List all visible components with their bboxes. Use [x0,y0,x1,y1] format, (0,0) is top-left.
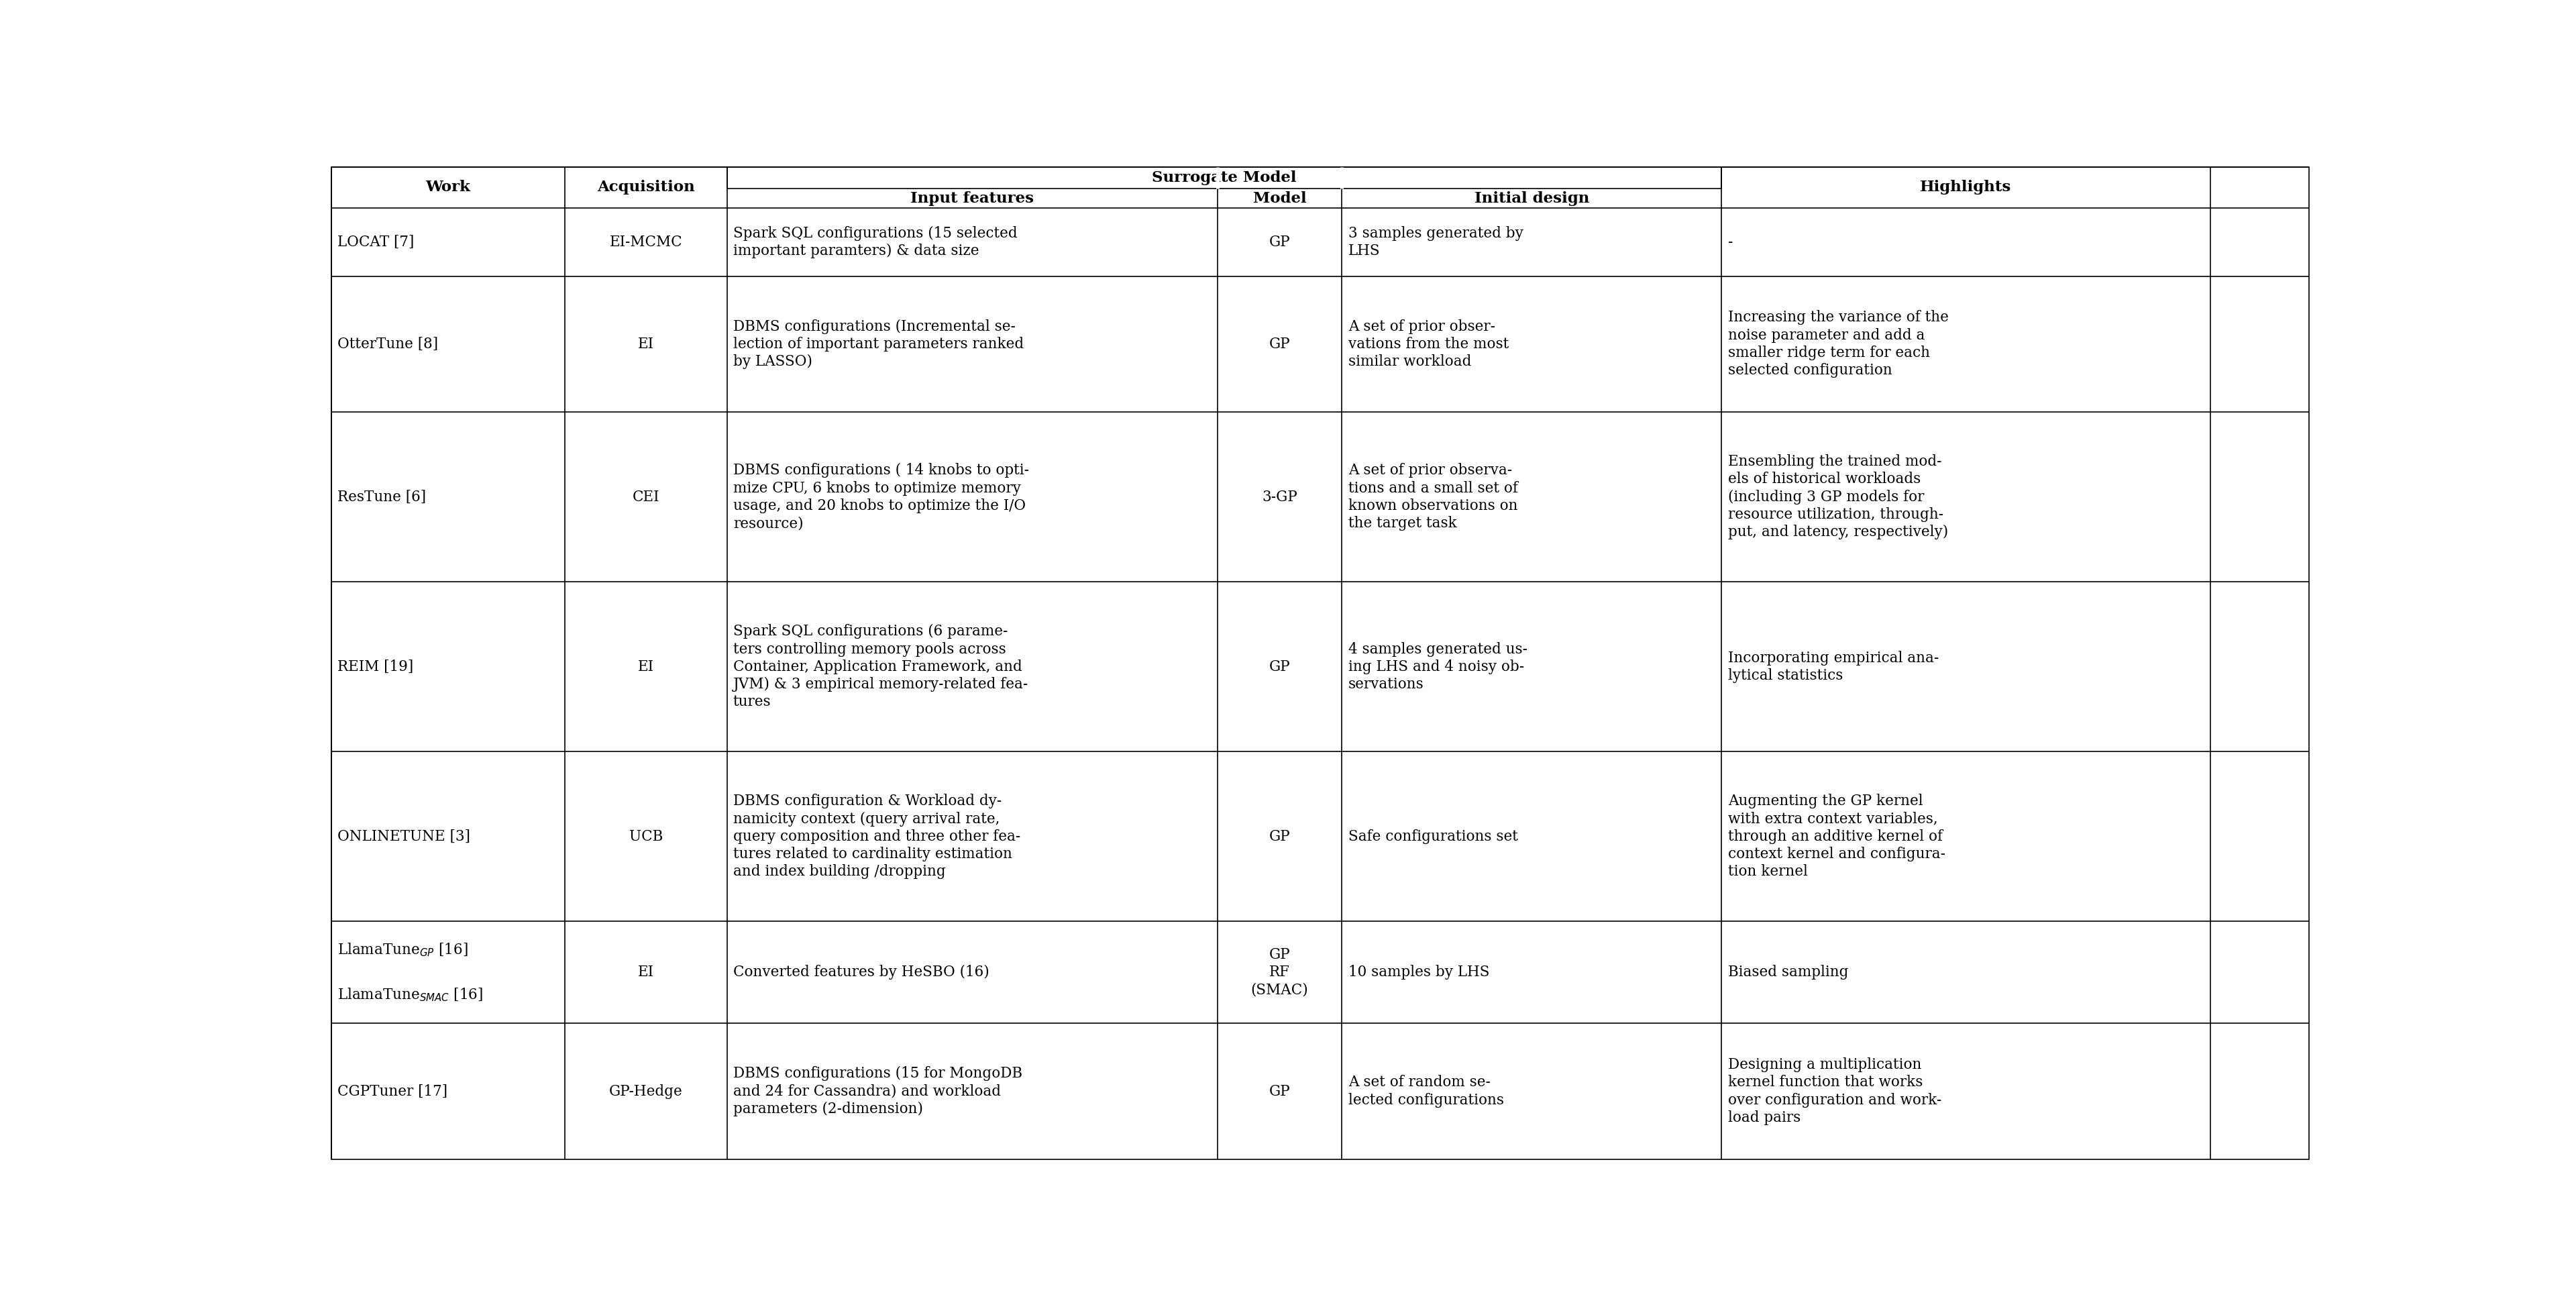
Text: Augmenting the GP kernel
with extra context variables,
through an additive kerne: Augmenting the GP kernel with extra cont… [1728,794,1945,880]
Text: EI: EI [639,659,654,674]
Text: Biased sampling: Biased sampling [1728,965,1850,979]
Text: Increasing the variance of the
noise parameter and add a
smaller ridge term for : Increasing the variance of the noise par… [1728,310,1947,378]
Text: DBMS configuration & Workload dy-
namicity context (query arrival rate,
query co: DBMS configuration & Workload dy- namici… [734,794,1020,880]
Text: DBMS configurations (Incremental se-
lection of important parameters ranked
by L: DBMS configurations (Incremental se- lec… [734,319,1023,369]
Text: Spark SQL configurations (6 parame-
ters controlling memory pools across
Contain: Spark SQL configurations (6 parame- ters… [734,624,1028,709]
Text: Surrogate Model: Surrogate Model [1151,171,1296,185]
Text: Converted features by HeSBO (16): Converted features by HeSBO (16) [734,965,989,979]
Text: A set of random se-
lected configurations: A set of random se- lected configuration… [1347,1075,1504,1108]
Text: 3 samples generated by
LHS: 3 samples generated by LHS [1347,226,1522,259]
Text: GP: GP [1270,336,1291,352]
Text: Initial design: Initial design [1473,190,1589,206]
Text: LOCAT [7]: LOCAT [7] [337,235,415,249]
Text: 3-GP: 3-GP [1262,490,1298,504]
Text: LlamaTune$_{SMAC}$ [16]: LlamaTune$_{SMAC}$ [16] [337,987,484,1003]
Text: Work: Work [425,180,471,194]
Text: CEI: CEI [631,490,659,504]
Text: A set of prior obser-
vations from the most
similar workload: A set of prior obser- vations from the m… [1347,319,1510,369]
Text: Designing a multiplication
kernel function that works
over configuration and wor: Designing a multiplication kernel functi… [1728,1057,1942,1125]
Text: UCB: UCB [629,830,662,844]
Text: DBMS configurations (15 for MongoDB
and 24 for Cassandra) and workload
parameter: DBMS configurations (15 for MongoDB and … [734,1066,1023,1116]
Text: Highlights: Highlights [1919,180,2012,194]
Text: Incorporating empirical ana-
lytical statistics: Incorporating empirical ana- lytical sta… [1728,650,1940,683]
Text: 4 samples generated us-
ing LHS and 4 noisy ob-
servations: 4 samples generated us- ing LHS and 4 no… [1347,642,1528,692]
Text: ResTune [6]: ResTune [6] [337,490,425,504]
Text: OtterTune [8]: OtterTune [8] [337,336,438,352]
Text: Model: Model [1252,190,1306,206]
Text: GP
RF
(SMAC): GP RF (SMAC) [1252,948,1309,998]
Text: GP: GP [1270,1085,1291,1099]
Text: Spark SQL configurations (15 selected
important paramters) & data size: Spark SQL configurations (15 selected im… [734,226,1018,259]
Text: GP: GP [1270,659,1291,674]
Text: Input features: Input features [909,190,1033,206]
Text: EI: EI [639,965,654,979]
Text: ONLINETUNE [3]: ONLINETUNE [3] [337,830,471,844]
Text: Acquisition: Acquisition [598,180,696,194]
Text: Ensembling the trained mod-
els of historical workloads
(including 3 GP models f: Ensembling the trained mod- els of histo… [1728,454,1947,540]
Text: Safe configurations set: Safe configurations set [1347,830,1517,844]
Text: REIM [19]: REIM [19] [337,659,415,674]
Text: GP: GP [1270,830,1291,844]
Text: CGPTuner [17]: CGPTuner [17] [337,1085,448,1099]
Text: A set of prior observa-
tions and a small set of
known observations on
the targe: A set of prior observa- tions and a smal… [1347,463,1517,530]
Text: 10 samples by LHS: 10 samples by LHS [1347,965,1489,979]
Text: -: - [1728,235,1734,249]
Text: EI: EI [639,336,654,352]
Text: LlamaTune$_{GP}$ [16]: LlamaTune$_{GP}$ [16] [337,941,469,958]
Text: EI-MCMC: EI-MCMC [611,235,683,249]
Text: GP-Hedge: GP-Hedge [608,1085,683,1099]
Text: DBMS configurations ( 14 knobs to opti-
mize CPU, 6 knobs to optimize memory
usa: DBMS configurations ( 14 knobs to opti- … [734,463,1028,530]
Text: GP: GP [1270,235,1291,249]
